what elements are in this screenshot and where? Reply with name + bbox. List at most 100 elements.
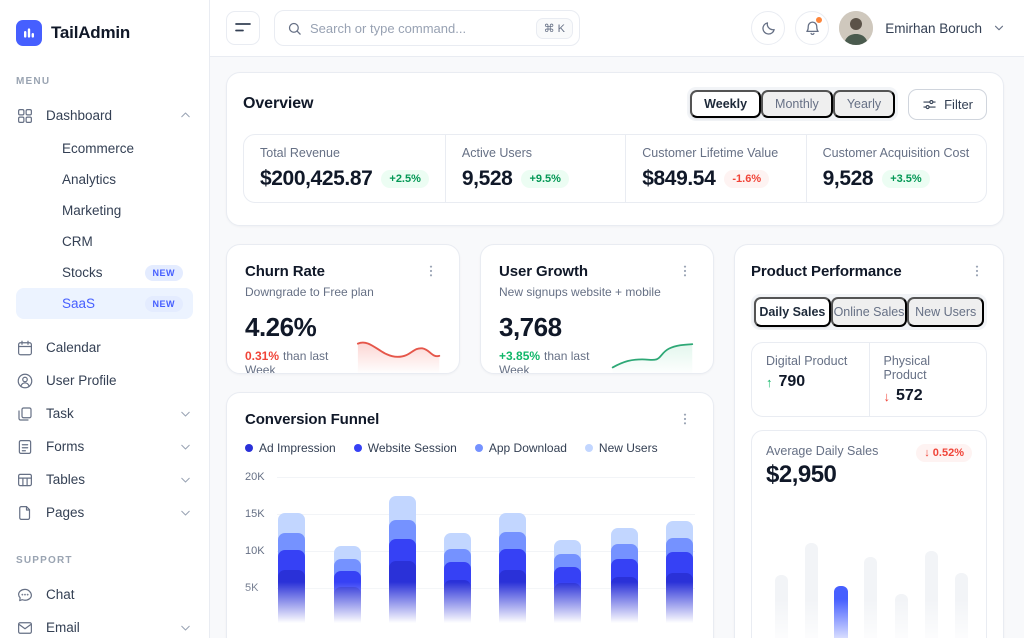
sidebar-subitem-analytics[interactable]: Analytics [16, 164, 193, 195]
churn-delta: 0.31% than last Week [245, 349, 329, 374]
metric-delta-badge: -1.6% [724, 170, 770, 188]
sidebar-subitem-crm[interactable]: CRM [16, 226, 193, 257]
app-logo[interactable]: TailAdmin [16, 20, 193, 46]
funnel-legend: Ad Impression Website Session App Download… [245, 441, 695, 455]
gridline [277, 477, 695, 478]
metric-label: Total Revenue [260, 146, 340, 160]
growth-value: 3,768 [499, 312, 562, 342]
mini-bar [895, 594, 908, 638]
more-options-icon[interactable] [967, 261, 987, 281]
new-badge: NEW [144, 264, 183, 281]
legend-dot [474, 444, 483, 452]
sidebar-item-pages[interactable]: Pages [16, 496, 193, 529]
mini-bar [775, 575, 788, 638]
sidebar: TailAdmin MENU Dashboard Ecommerce Analytic… [0, 0, 210, 638]
tab-weekly[interactable]: Weekly [690, 90, 762, 118]
mini-bar-highlighted [834, 586, 848, 638]
main-area: ⌘ K Emirhan Boruch [210, 0, 1024, 638]
tab-monthly[interactable]: Monthly [761, 90, 833, 118]
product-tab-daily-sales[interactable]: Daily Sales [754, 297, 831, 327]
product-tab-online-sales[interactable]: Online Sales [830, 297, 908, 327]
sidebar-item-label: User Profile [46, 373, 117, 388]
sidebar-subitem-marketing[interactable]: Marketing [16, 195, 193, 226]
notifications-button[interactable] [795, 11, 830, 45]
sidebar-subitem-stocks[interactable]: Stocks NEW [16, 257, 193, 288]
gridline [277, 551, 695, 552]
legend-dot [353, 444, 362, 452]
sidebar-subitem-saas[interactable]: SaaS NEW [16, 288, 193, 319]
sidebar-subitem-ecommerce[interactable]: Ecommerce [16, 133, 193, 164]
metric-customer-acquisition-cost: Customer Acquisition Cost 9,528 +3.5% [805, 135, 986, 202]
metric-value-row: 9,528 +9.5% [462, 167, 609, 191]
product-performance-card: Product Performance Daily Sales Online Sa… [734, 244, 1004, 638]
mini-bar [805, 543, 818, 638]
average-daily-sales-box: Average Daily Sales $2,950 ↓ 0.52% [751, 430, 987, 638]
conversion-funnel-card: Conversion Funnel Ad Impression Website S… [226, 392, 714, 638]
sidebar-item-email[interactable]: Email [16, 611, 193, 638]
search-box[interactable]: ⌘ K [274, 10, 580, 46]
legend-dot [245, 444, 253, 452]
average-sales-label: Average Daily Sales [766, 444, 879, 458]
sidebar-item-forms[interactable]: Forms [16, 430, 193, 463]
sidebar-item-label: Tables [46, 472, 86, 487]
metrics-strip: Total Revenue $200,425.87 +2.5% Active User… [243, 134, 987, 203]
sidebar-toggle-button[interactable] [226, 11, 260, 45]
churn-sparkline [356, 341, 441, 373]
funnel-title: Conversion Funnel [245, 410, 380, 428]
chevron-down-icon [178, 439, 193, 454]
sidebar-item-task[interactable]: Task [16, 397, 193, 430]
more-options-icon[interactable] [421, 261, 441, 281]
funnel-bar-segment [499, 569, 526, 625]
product-tab-group: Daily Sales Online Sales New Users [751, 294, 987, 330]
more-options-icon[interactable] [675, 409, 695, 429]
metric-value: $200,425.87 [260, 167, 373, 190]
sidebar-item-dashboard[interactable]: Dashboard [16, 99, 193, 132]
y-axis-tick: 15K [245, 508, 265, 520]
sidebar-item-chat[interactable]: Chat [16, 578, 193, 611]
filter-button[interactable]: Filter [908, 88, 987, 120]
user-avatar[interactable] [839, 11, 874, 45]
sidebar-subitem-label: Stocks [62, 265, 103, 280]
search-input[interactable] [310, 20, 528, 36]
sidebar-section-label: MENU [16, 76, 51, 87]
sidebar-nav: MENU Dashboard Ecommerce Analytics Marketing… [16, 76, 193, 638]
metric-value: 9,528 [461, 167, 513, 190]
metric-delta-badge: +2.5% [381, 170, 429, 188]
legend-dot [584, 444, 593, 452]
user-name[interactable]: Emirhan Boruch [885, 20, 982, 36]
user-profile-icon [16, 372, 34, 390]
metric-value-row: $200,425.87 +2.5% [260, 167, 429, 191]
mini-bar [925, 551, 938, 638]
sidebar-item-calendar[interactable]: Calendar [16, 331, 193, 364]
chat-icon [16, 586, 34, 604]
mini-bar [864, 557, 877, 638]
stat-value: 790 [778, 373, 806, 390]
stat-label: Physical Product [883, 354, 931, 382]
funnel-bar-segment [389, 560, 416, 625]
metric-label: Customer Acquisition Cost [822, 146, 970, 160]
metric-label: Customer Lifetime Value [642, 146, 779, 160]
metric-active-users: Active Users 9,528 +9.5% [444, 135, 625, 202]
tables-icon [16, 471, 34, 489]
arrow-down-icon: ↓ [924, 447, 930, 459]
sidebar-item-tables[interactable]: Tables [16, 463, 193, 496]
funnel-bar-segment [444, 579, 471, 625]
product-stats: Digital Product ↑ 790 Physical Product ↓ 572 [751, 342, 987, 417]
tab-yearly[interactable]: Yearly [832, 90, 896, 118]
sidebar-section: Chat Email [16, 578, 193, 638]
content-area: Overview Weekly Monthly Yearly Filter Tota… [210, 57, 1024, 638]
churn-title: Churn Rate [245, 262, 325, 280]
legend-label: New Users [598, 441, 658, 455]
churn-subtitle: Downgrade to Free plan [245, 285, 374, 299]
legend-label: App Download [488, 441, 567, 455]
user-menu-chevron-icon[interactable] [992, 21, 1006, 35]
legend-item-new-users: New Users [584, 441, 658, 455]
product-tab-new-users[interactable]: New Users [907, 297, 985, 327]
more-options-icon[interactable] [675, 261, 695, 281]
dark-mode-toggle[interactable] [751, 11, 786, 45]
y-axis-tick: 10K [245, 545, 265, 557]
sidebar-subitem-label: Ecommerce [62, 141, 135, 156]
bell-icon [804, 20, 821, 37]
stat-value: 572 [896, 387, 923, 404]
sidebar-item-user-profile[interactable]: User Profile [16, 364, 193, 397]
